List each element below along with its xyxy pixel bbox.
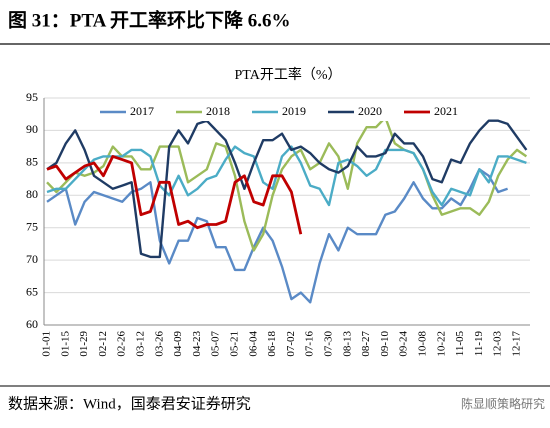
legend-label: 2017 xyxy=(130,104,154,118)
x-tick-label: 07-30 xyxy=(323,331,335,357)
y-tick-label: 60 xyxy=(26,317,38,331)
x-tick-label: 04-09 xyxy=(172,331,184,357)
x-tick-label: 12-17 xyxy=(511,331,523,357)
y-tick-label: 65 xyxy=(26,284,38,298)
x-tick-label: 01-01 xyxy=(41,331,53,357)
x-tick-label: 06-18 xyxy=(266,331,278,357)
x-tick-label: 03-26 xyxy=(153,331,165,357)
x-tick-label: 03-12 xyxy=(135,331,147,357)
y-tick-label: 90 xyxy=(26,122,38,136)
x-tick-label: 08-27 xyxy=(360,331,372,357)
series-line xyxy=(46,119,528,259)
x-tick-label: 02-26 xyxy=(116,331,128,357)
y-tick-label: 95 xyxy=(26,90,38,104)
x-tick-label: 07-16 xyxy=(304,331,316,357)
x-tick-label: 06-04 xyxy=(247,331,259,357)
figure-title: 图 31：PTA 开工率环比下降 6.6% xyxy=(8,8,291,31)
x-tick-label: 11-19 xyxy=(473,331,485,357)
series-line xyxy=(46,155,303,235)
x-tick-label: 07-02 xyxy=(285,331,297,357)
y-tick-label: 75 xyxy=(26,219,38,233)
legend-box xyxy=(96,103,480,121)
legend-label: 2018 xyxy=(206,104,230,118)
legend-label: 2021 xyxy=(434,104,458,118)
x-tick-label: 02-12 xyxy=(97,331,109,357)
x-tick-label: 05-07 xyxy=(210,331,222,357)
x-tick-label: 08-13 xyxy=(341,331,353,357)
series-line xyxy=(46,145,527,207)
x-tick-label: 11-05 xyxy=(454,331,466,357)
legend-label: 2019 xyxy=(282,104,306,118)
series-line xyxy=(46,168,508,304)
legend-label: 2020 xyxy=(358,104,382,118)
x-tick-label: 10-22 xyxy=(435,331,447,357)
y-tick-label: 70 xyxy=(26,252,38,266)
x-tick-label: 04-23 xyxy=(191,331,203,357)
x-tick-label: 05-21 xyxy=(229,331,241,357)
y-tick-label: 85 xyxy=(26,155,38,169)
x-tick-label: 01-29 xyxy=(78,331,90,357)
series-line xyxy=(46,116,528,252)
x-tick-label: 09-24 xyxy=(398,331,410,357)
source: 数据来源：Wind，国泰君安证券研究 xyxy=(8,395,251,412)
chart-title: PTA开工率（%） xyxy=(235,66,342,83)
y-tick-label: 80 xyxy=(26,187,38,201)
x-tick-label: 09-10 xyxy=(379,331,391,357)
x-tick-label: 01-15 xyxy=(59,331,71,357)
watermark: 陈显顺策略研究 xyxy=(461,396,545,411)
x-tick-label: 10-08 xyxy=(417,331,429,357)
x-tick-label: 12-03 xyxy=(492,331,504,357)
